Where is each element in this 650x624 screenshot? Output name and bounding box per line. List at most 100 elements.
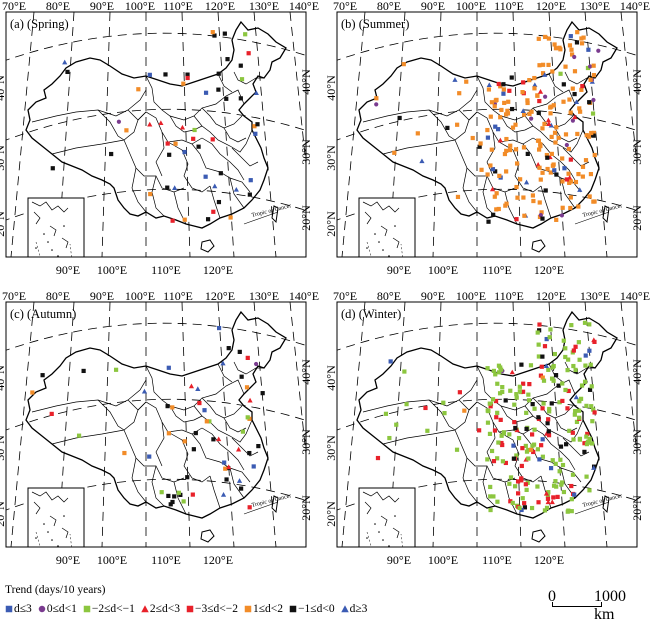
station-marker — [546, 367, 551, 372]
station-marker — [551, 495, 556, 500]
station-marker — [545, 155, 550, 160]
station-marker — [220, 360, 226, 366]
station-marker — [527, 382, 532, 387]
legend-item: d≤3 — [5, 603, 32, 615]
top-lon-label: 140°E — [289, 289, 319, 303]
station-marker — [573, 408, 578, 414]
station-marker — [535, 447, 540, 452]
station-marker — [536, 36, 541, 41]
station-marker — [514, 392, 519, 397]
station-marker — [488, 404, 493, 409]
station-marker — [497, 137, 503, 143]
bottom-lon-label: 110°E — [151, 263, 181, 277]
station-marker — [497, 391, 503, 396]
station-marker — [592, 410, 597, 415]
station-marker — [547, 406, 552, 412]
station-marker — [544, 431, 550, 436]
station-marker — [553, 46, 559, 51]
station-marker — [176, 490, 181, 495]
station-marker — [570, 430, 575, 435]
station-marker — [526, 456, 531, 461]
station-marker — [501, 82, 506, 87]
station-marker — [536, 138, 541, 143]
station-marker — [452, 77, 458, 82]
station-marker — [239, 486, 244, 491]
station-marker — [491, 212, 496, 217]
scale-end-label: 1000 km — [594, 588, 626, 623]
legend-item-label: −3≤d<−2 — [194, 603, 238, 615]
top-lon-label: 110°E — [494, 289, 524, 303]
legend-item-label: −1≤d<0 — [298, 603, 335, 615]
station-marker — [552, 130, 558, 135]
station-marker — [538, 177, 543, 182]
station-marker — [182, 149, 187, 155]
station-marker — [504, 201, 509, 206]
left-lat-label: 30°N — [0, 435, 7, 461]
right-lat-label: 40°N — [630, 359, 644, 385]
bottom-lon-label: 90°E — [56, 263, 80, 277]
station-marker — [392, 150, 397, 155]
station-marker — [518, 177, 523, 182]
station-marker — [577, 187, 583, 192]
station-marker — [211, 209, 216, 214]
bottom-lon-label: 90°E — [56, 553, 80, 567]
station-marker — [488, 484, 493, 490]
station-marker — [585, 65, 591, 71]
station-marker — [165, 185, 170, 190]
station-marker — [514, 184, 519, 190]
station-marker — [577, 399, 582, 404]
station-marker — [489, 147, 494, 152]
station-marker — [179, 124, 186, 130]
station-marker — [470, 135, 475, 141]
station-marker — [498, 417, 503, 422]
station-marker — [531, 449, 536, 455]
station-marker — [504, 112, 509, 117]
station-marker — [197, 400, 202, 406]
station-marker — [550, 69, 555, 74]
station-marker — [576, 204, 581, 209]
station-marker — [493, 398, 499, 404]
station-marker — [224, 96, 229, 101]
right-lat-label: 20°N — [299, 495, 313, 521]
station-marker — [210, 30, 215, 35]
station-marker — [545, 421, 550, 426]
right-lat-label: 20°N — [299, 205, 313, 231]
station-marker — [573, 179, 579, 185]
station-marker — [546, 417, 551, 422]
station-marker — [529, 109, 534, 114]
station-marker — [543, 363, 550, 368]
top-lon-label: 110°E — [163, 0, 193, 13]
legend: Trend (days/10 years) d≤3 0≤d<1 −2≤d<−1 2≤d… — [3, 584, 648, 618]
station-marker — [554, 172, 559, 177]
station-marker — [589, 441, 595, 446]
station-marker — [546, 121, 552, 126]
station-marker — [216, 87, 221, 92]
bottom-lon-label: 110°E — [482, 553, 512, 567]
station-marker — [588, 64, 593, 69]
station-marker — [575, 30, 580, 35]
station-marker — [565, 368, 570, 373]
station-marker — [546, 490, 551, 495]
station-marker — [492, 194, 497, 199]
station-marker — [555, 494, 560, 500]
station-marker — [182, 217, 187, 222]
station-marker — [592, 152, 597, 158]
bottom-lon-label: 120°E — [534, 553, 564, 567]
winter-lon-labels-top: 70°E 80°E 90°E 100°E 110°E 120°E 130°E 140°E — [333, 289, 650, 303]
station-marker — [170, 405, 175, 410]
station-marker — [512, 402, 517, 407]
station-marker — [522, 112, 527, 117]
legend-item: 0≤d<1 — [38, 603, 77, 615]
station-marker — [571, 348, 576, 353]
panel-label-autumn: (c) (Autumn) — [10, 307, 76, 321]
station-marker — [564, 142, 569, 148]
station-marker — [587, 387, 593, 392]
station-marker — [540, 406, 545, 411]
station-marker — [564, 177, 569, 182]
top-lon-label: 100°E — [125, 0, 155, 13]
station-marker — [511, 456, 516, 461]
spring-basemap — [6, 12, 306, 257]
station-marker — [556, 135, 561, 140]
station-marker — [540, 126, 545, 131]
station-marker — [548, 170, 553, 175]
